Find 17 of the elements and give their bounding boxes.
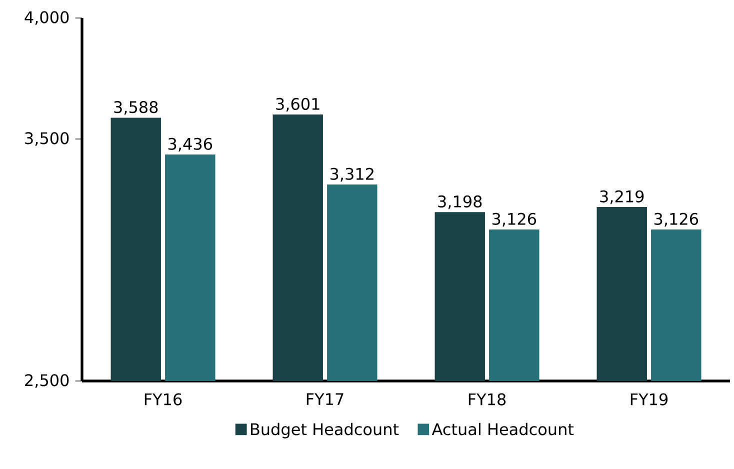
data-label: 3,219 xyxy=(600,190,644,204)
data-label: 3,312 xyxy=(330,168,374,182)
data-label: 3,588 xyxy=(114,101,158,115)
legend-label: Actual Headcount xyxy=(432,422,574,436)
x-tick-label: FY19 xyxy=(630,393,668,406)
data-label: 3,436 xyxy=(168,138,212,152)
data-label: 3,601 xyxy=(276,98,320,112)
data-label: 3,126 xyxy=(654,212,698,227)
data-label: 3,126 xyxy=(492,212,536,227)
x-tick-label: FY18 xyxy=(468,393,506,406)
legend-label: Budget Headcount xyxy=(251,422,399,438)
data-label: 3,198 xyxy=(438,195,482,210)
x-tick-label: FY16 xyxy=(144,393,182,406)
y-tick-label: 4,000 xyxy=(24,11,69,25)
x-tick-label: FY17 xyxy=(306,393,344,405)
y-tick-label: 3,500 xyxy=(25,132,69,146)
y-tick-label: 2,500 xyxy=(25,374,69,388)
